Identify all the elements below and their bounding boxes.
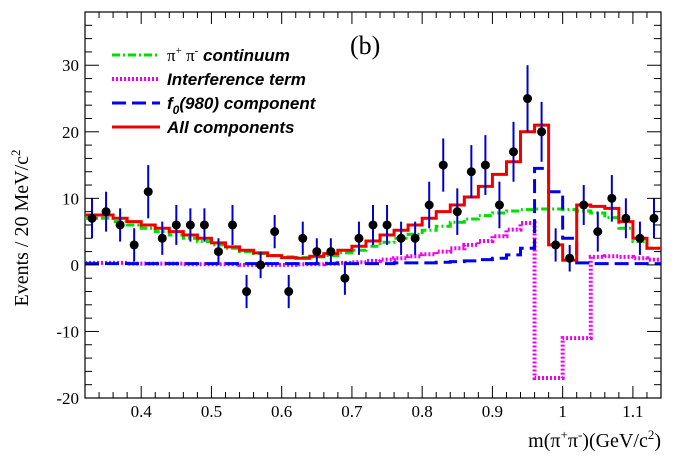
plot-frame <box>84 11 662 399</box>
data-point <box>537 127 547 137</box>
data-point <box>396 233 406 243</box>
panel-label: (b) <box>350 31 380 60</box>
data-point <box>565 253 575 263</box>
data-point <box>101 207 111 217</box>
legend-label-continuum: π+ π- continuum <box>167 45 290 65</box>
data-point <box>382 220 392 230</box>
data-point <box>494 200 504 210</box>
data-point <box>87 213 97 223</box>
data-point <box>129 240 139 250</box>
data-point <box>368 220 378 230</box>
series-interference <box>85 220 661 381</box>
data-point <box>551 240 561 250</box>
y-tick-label: -20 <box>56 389 79 408</box>
x-tick-label: 0.9 <box>482 402 503 421</box>
series-layer <box>85 123 661 381</box>
axes-layer: 0.4 0.5 0.6 0.7 0.8 0.9 1 1.1 -20 -10 0 10 20 30 <box>56 11 662 421</box>
data-point <box>115 220 125 230</box>
y-tick-label: 10 <box>62 189 79 208</box>
legend-label-f0: f0(980) component <box>167 94 317 117</box>
x-axis-title: m(π+π-)(GeV/c2) <box>528 427 661 452</box>
data-points-layer <box>87 65 659 309</box>
data-point <box>621 213 631 223</box>
data-point <box>649 213 659 223</box>
data-point <box>228 220 238 230</box>
x-tick-label: 1.1 <box>622 402 643 421</box>
data-point <box>213 247 223 257</box>
data-point <box>256 260 266 270</box>
data-point <box>410 233 420 243</box>
data-point <box>270 227 280 237</box>
data-point <box>354 233 364 243</box>
data-point <box>242 287 252 297</box>
x-tick-label: 1 <box>558 402 567 421</box>
series-all <box>85 123 661 262</box>
data-point <box>171 220 181 230</box>
data-point <box>452 207 462 217</box>
data-point <box>607 193 617 203</box>
data-point <box>523 94 533 104</box>
y-tick-label: -10 <box>56 322 79 341</box>
x-tick-label: 0.6 <box>271 402 292 421</box>
data-point <box>185 220 195 230</box>
x-tick-label: 0.5 <box>201 402 222 421</box>
legend: π+ π- continuum Interference term f0(980… <box>112 45 317 137</box>
data-point <box>157 233 167 243</box>
x-tick-label: 0.4 <box>131 402 153 421</box>
data-point <box>480 160 490 170</box>
y-tick-label: 20 <box>62 123 79 142</box>
data-point <box>424 200 434 210</box>
data-point <box>466 167 476 177</box>
y-tick-label: 30 <box>62 56 79 75</box>
x-tick-label: 0.8 <box>412 402 433 421</box>
y-tick-label: 0 <box>71 256 80 275</box>
data-point <box>579 200 589 210</box>
data-point <box>298 233 308 243</box>
x-tick-label: 0.7 <box>341 402 363 421</box>
data-point <box>340 273 350 283</box>
data-point <box>438 160 448 170</box>
data-point <box>143 187 153 197</box>
y-axis-title: Events / 20 MeV/c2 <box>8 149 33 306</box>
data-point <box>199 220 209 230</box>
data-point <box>312 247 322 257</box>
data-point <box>508 147 518 157</box>
legend-label-interference: Interference term <box>167 70 306 89</box>
data-point <box>635 233 645 243</box>
data-point <box>284 287 294 297</box>
data-point <box>593 227 603 237</box>
data-point <box>326 247 336 257</box>
series-f0 <box>85 166 661 266</box>
legend-label-all: All components <box>166 118 295 137</box>
